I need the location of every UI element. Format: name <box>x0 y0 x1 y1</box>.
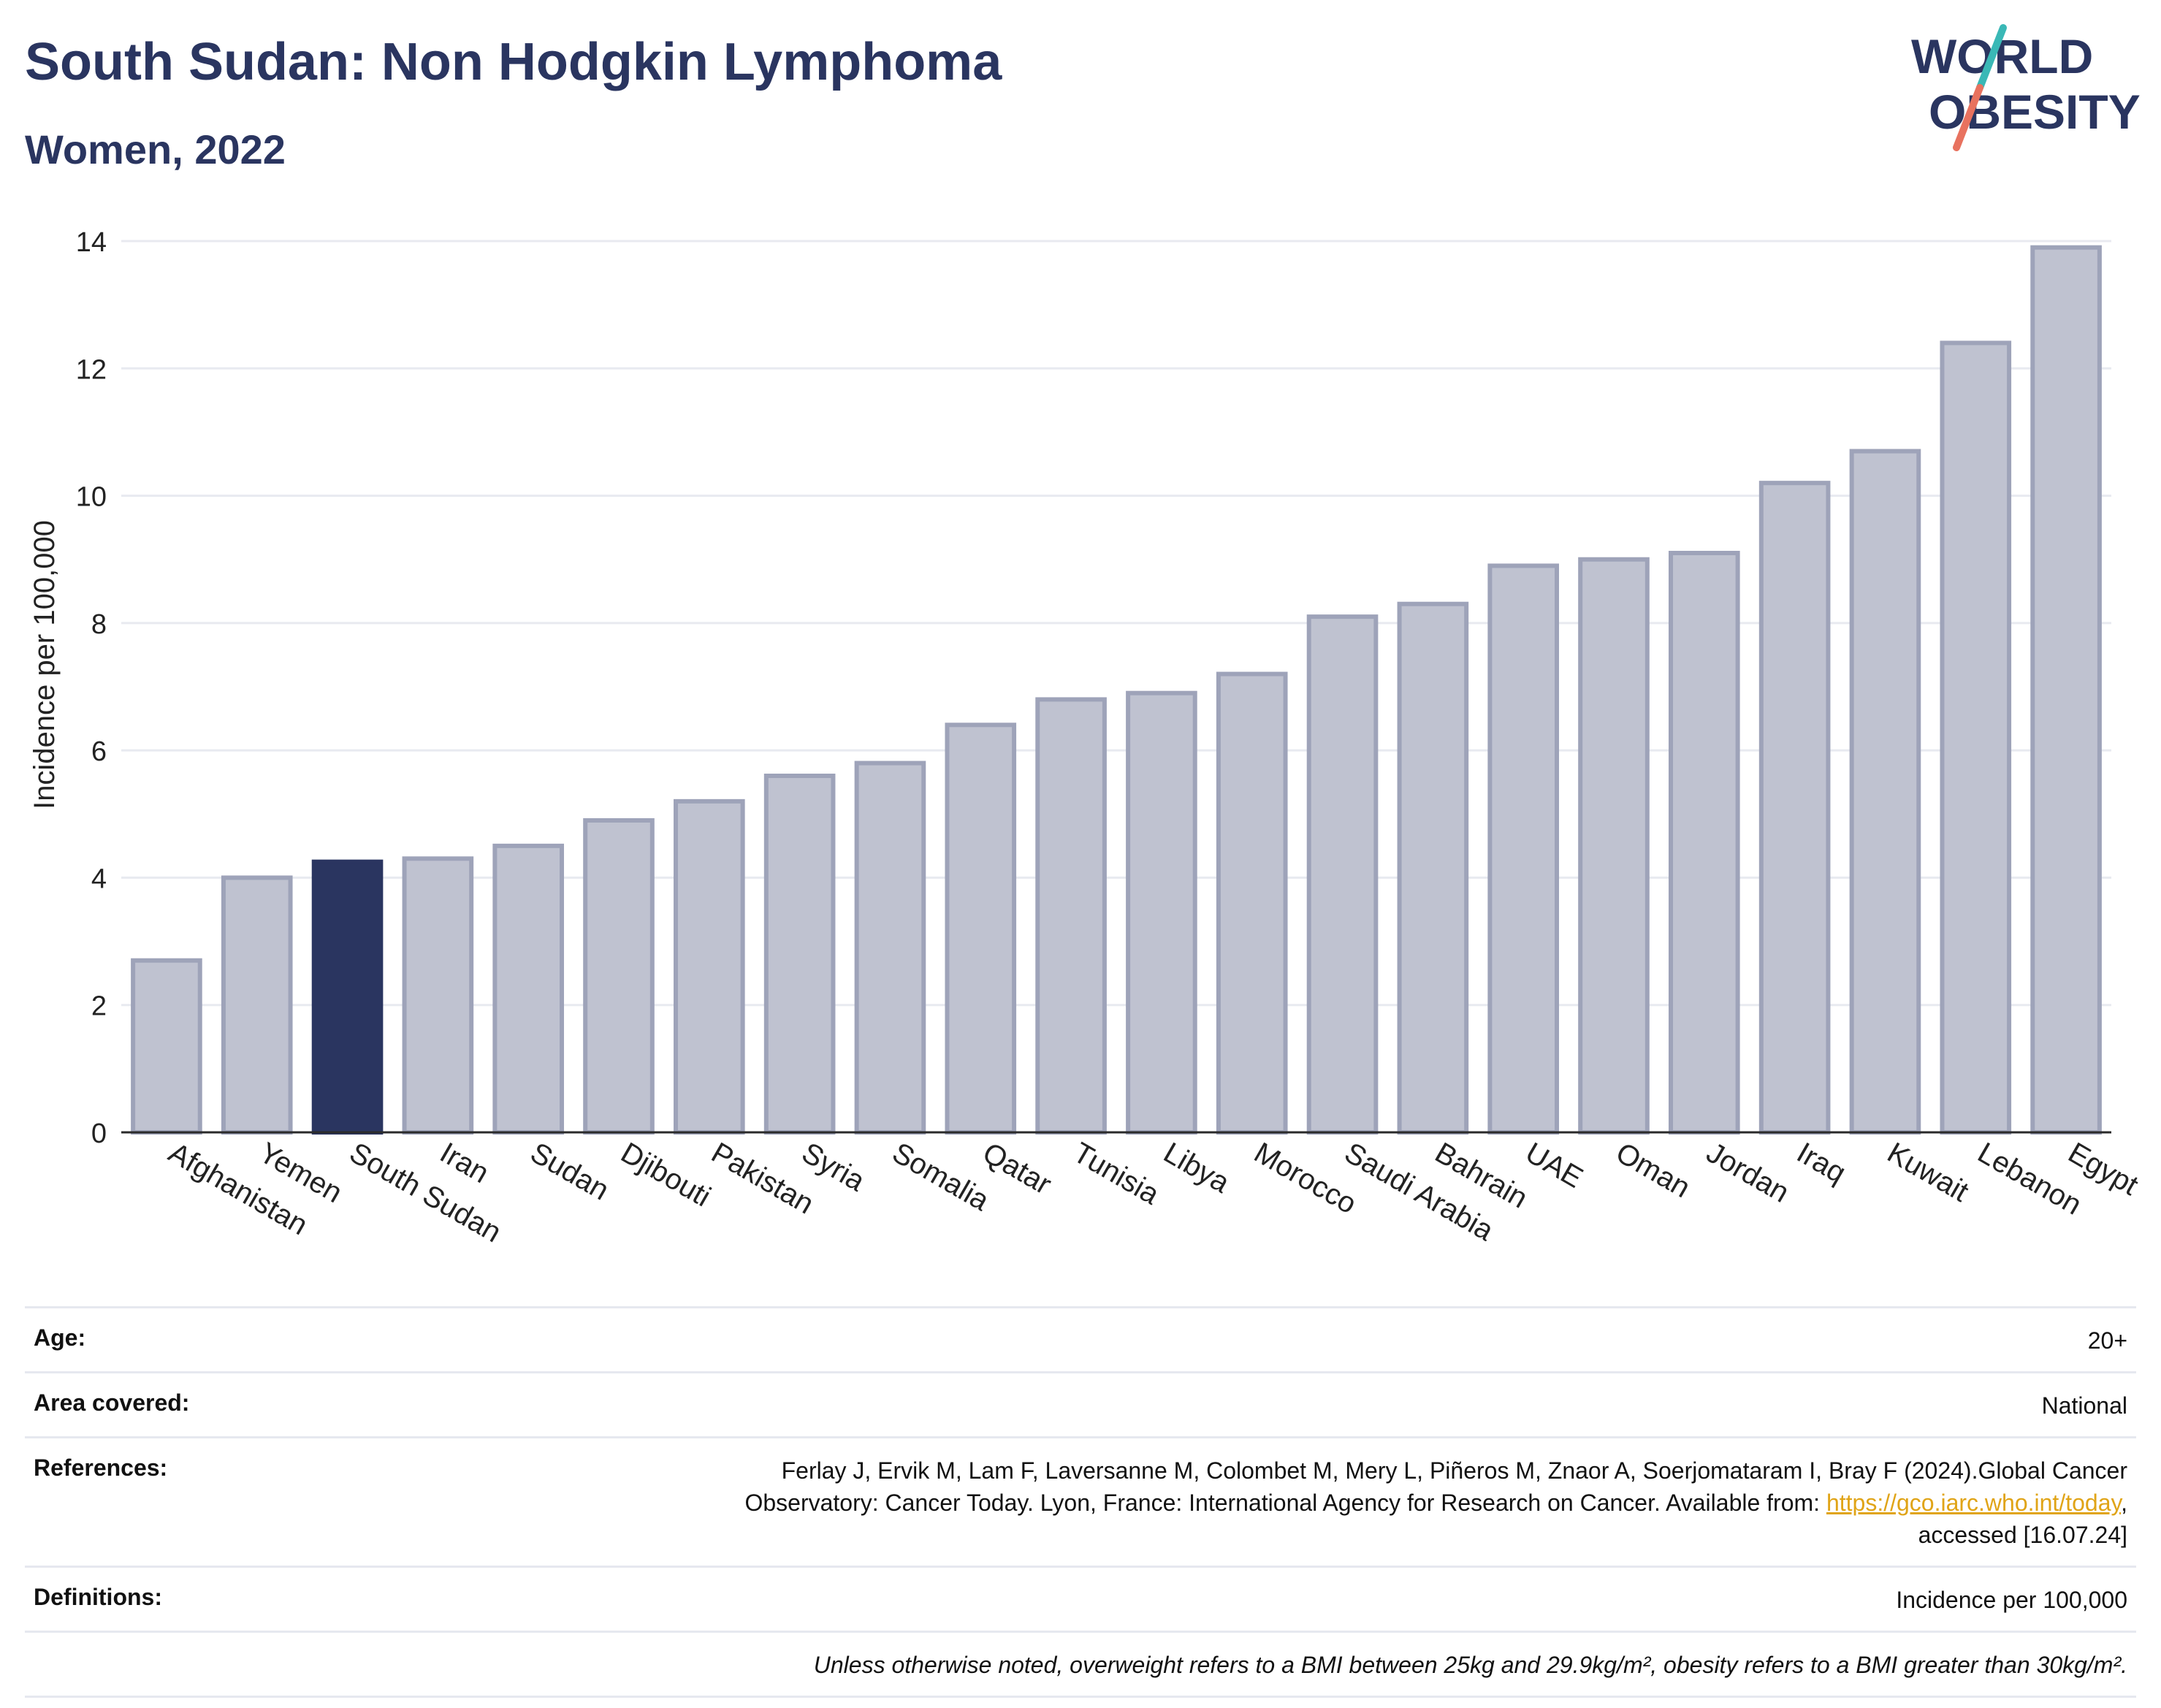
x-tick-label: Iraq <box>1791 1137 1851 1190</box>
area-value: National <box>2041 1392 2127 1419</box>
bar-pakistan <box>674 798 745 1135</box>
bar-oman <box>1578 557 1650 1135</box>
bar-morocco <box>1216 671 1288 1135</box>
y-tick-label: 14 <box>76 227 107 258</box>
y-tick-label: 4 <box>91 863 107 894</box>
x-tick-label: Kuwait <box>1882 1137 1974 1208</box>
bar-egypt <box>2030 245 2102 1135</box>
y-tick-label: 10 <box>76 482 107 513</box>
x-tick-label: Tunisia <box>1068 1137 1165 1211</box>
bar-bahrain <box>1397 601 1469 1135</box>
bar-saudi-arabia <box>1306 614 1379 1135</box>
bar-afghanistan <box>131 958 202 1135</box>
x-tick-label: Lebanon <box>1973 1137 2087 1221</box>
bar-jordan <box>1669 551 1740 1135</box>
age-row: Age: 20+ <box>25 1306 2136 1371</box>
references-text-3: , <box>2121 1490 2127 1516</box>
x-tick-label: Morocco <box>1249 1137 1362 1221</box>
y-tick-label: 6 <box>91 736 107 767</box>
bar-iran <box>402 856 474 1135</box>
references-text-4: accessed [16.07.24] <box>1918 1522 2127 1548</box>
logo-slash-coral <box>1953 84 1983 151</box>
bmi-note: Unless otherwise noted, overweight refer… <box>813 1652 2127 1678</box>
logo-slash-teal <box>1976 24 2007 91</box>
y-tick-label: 8 <box>91 609 107 640</box>
bar-lebanon <box>1940 340 2012 1135</box>
bar-sudan <box>492 843 564 1135</box>
bar-syria <box>763 774 836 1135</box>
y-tick-label: 12 <box>76 354 107 385</box>
bar-uae <box>1487 563 1559 1135</box>
y-tick-label: 0 <box>91 1118 107 1149</box>
x-tick-label: South Sudan <box>344 1137 506 1249</box>
x-tick-label: Somalia <box>887 1137 995 1218</box>
x-tick-label: Djibouti <box>616 1137 717 1213</box>
bar-djibouti <box>583 818 655 1135</box>
page-title: South Sudan: Non Hodgkin Lymphoma <box>25 33 1002 91</box>
age-label: Age: <box>34 1324 86 1351</box>
x-tick-label: Iran <box>435 1137 495 1190</box>
note-row: Unless otherwise noted, overweight refer… <box>25 1631 2136 1698</box>
bar-iraq <box>1758 481 1831 1135</box>
bar-south-sudan <box>311 859 384 1135</box>
x-tick-label: Pakistan <box>706 1137 819 1221</box>
references-text-1: Ferlay J, Ervik M, Lam F, Laversanne M, … <box>781 1457 2127 1484</box>
x-tick-label: Oman <box>1611 1137 1696 1205</box>
world-obesity-logo: WORLD OBESITY <box>1911 24 2141 151</box>
y-axis-label: Incidence per 100,000 <box>28 520 61 809</box>
references-row: References: Ferlay J, Ervik M, Lam F, La… <box>25 1436 2136 1566</box>
references-label: References: <box>34 1455 168 1481</box>
details-table: Age: 20+ Area covered: National Referenc… <box>25 1306 2136 1698</box>
references-link[interactable]: https://gco.iarc.who.int/today <box>1826 1490 2122 1516</box>
bar-kuwait <box>1849 449 1921 1135</box>
x-tick-label: Sudan <box>525 1137 614 1207</box>
bar-somalia <box>854 760 926 1135</box>
bar-yemen <box>221 875 293 1135</box>
definitions-value: Incidence per 100,000 <box>1896 1587 2127 1613</box>
bar-layer <box>131 245 2102 1135</box>
bar-tunisia <box>1035 697 1107 1135</box>
area-row: Area covered: National <box>25 1371 2136 1436</box>
definitions-row: Definitions: Incidence per 100,000 <box>25 1566 2136 1631</box>
page-subtitle: Women, 2022 <box>25 126 286 172</box>
references-value: Ferlay J, Ervik M, Lam F, Laversanne M, … <box>744 1455 2127 1551</box>
x-tick-label: Jordan <box>1701 1137 1794 1209</box>
definitions-label: Definitions: <box>34 1584 162 1610</box>
references-text-2: Observatory: Cancer Today. Lyon, France:… <box>744 1490 1826 1516</box>
age-value: 20+ <box>2087 1327 2127 1354</box>
y-tick-label: 2 <box>91 991 107 1022</box>
bar-libya <box>1126 690 1197 1135</box>
bar-qatar <box>945 723 1017 1135</box>
x-tick-label: Libya <box>1158 1137 1235 1200</box>
area-label: Area covered: <box>34 1389 190 1416</box>
